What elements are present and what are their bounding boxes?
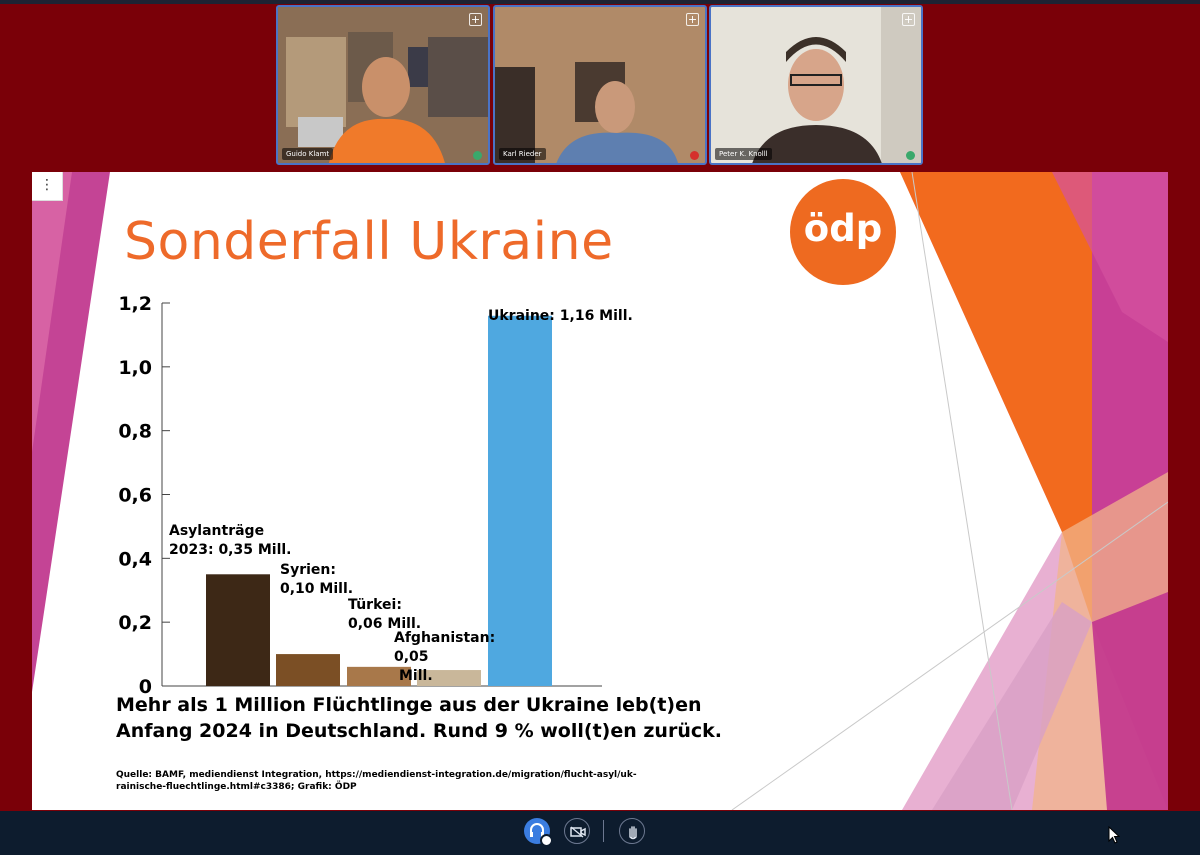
slide-title: Sonderfall Ukraine [124, 212, 614, 272]
participant-name: Karl Rieder [499, 148, 546, 160]
note-line: Anfang 2024 in Deutschland. Rund 9 % wol… [116, 720, 722, 742]
note-line: Mehr als 1 Million Flüchtlinge aus der U… [116, 694, 702, 716]
expand-icon[interactable] [902, 13, 915, 26]
slide-decoration [32, 172, 1168, 810]
y-tick-label: 0,4 [118, 548, 152, 570]
expand-icon[interactable] [469, 13, 482, 26]
bar-label: Asylanträge [169, 523, 264, 539]
mic-icon [473, 151, 482, 160]
bar-label: 0,05 [394, 649, 429, 665]
bar [488, 315, 552, 686]
source-line: Quelle: BAMF, mediendienst Integration, … [116, 770, 637, 780]
shared-slide: 0 0,2 0,4 0,6 0,8 1,0 1,2 Asylanträge 2023: 0,35… [32, 172, 1168, 810]
bar [417, 670, 481, 686]
expand-icon[interactable] [686, 13, 699, 26]
participant-video [278, 7, 488, 163]
y-tick-label: 0,8 [118, 421, 152, 443]
bar-label: 0,10 Mill. [280, 581, 353, 597]
bar [347, 666, 411, 686]
raise-hand-icon[interactable] [619, 818, 645, 844]
bar-label: 2023: 0,35 Mill. [169, 542, 292, 558]
bar-label: Türkei: [348, 597, 402, 613]
participant-video [495, 7, 705, 163]
bar-label: Mill. [399, 668, 433, 684]
more-vertical-icon[interactable]: ⋮ [32, 172, 63, 201]
participant-name: Peter K. Knolll [715, 148, 772, 160]
y-tick-label: 0,6 [118, 485, 152, 507]
mic-muted-icon [690, 151, 699, 160]
slide-note: Mehr als 1 Million Flüchtlinge aus der U… [116, 692, 722, 744]
bar [276, 654, 340, 686]
bar-label: Syrien: [280, 562, 336, 578]
headset-icon[interactable] [524, 818, 553, 847]
y-tick-label: 1,0 [118, 357, 152, 379]
toolbar-divider [603, 820, 604, 842]
bar-label: Ukraine: 1,16 Mill. [488, 308, 633, 324]
bar-label: 0,06 Mill. [348, 616, 421, 632]
participant-tile[interactable]: Guido Klamt [276, 5, 490, 165]
top-strip [0, 0, 1200, 4]
mouse-cursor [1108, 826, 1120, 844]
participant-tile[interactable]: Peter K. Knolll [709, 5, 923, 165]
meeting-toolbar [0, 811, 1200, 855]
bar-label: Afghanistan: [394, 630, 495, 646]
camera-off-icon[interactable] [564, 818, 590, 844]
participant-name: Guido Klamt [282, 148, 334, 160]
bar-chart: 0 0,2 0,4 0,6 0,8 1,0 1,2 Asylanträge 2023: 0,35… [118, 293, 633, 698]
mic-icon [906, 151, 915, 160]
participant-video [711, 7, 921, 163]
y-tick-label: 0,2 [118, 612, 152, 634]
y-tick-label: 0 [139, 676, 152, 698]
source-line: rainische-fluechtlinge.html#c3386; Grafi… [116, 782, 357, 792]
slide-canvas: 0 0,2 0,4 0,6 0,8 1,0 1,2 Asylanträge 2023: 0,35… [32, 172, 1168, 810]
y-tick-label: 1,2 [118, 293, 152, 315]
bar [206, 574, 270, 686]
participant-tile[interactable]: Karl Rieder [493, 5, 707, 165]
source-citation: Quelle: BAMF, mediendienst Integration, … [116, 769, 637, 793]
oedp-logo: ödp [790, 179, 896, 285]
